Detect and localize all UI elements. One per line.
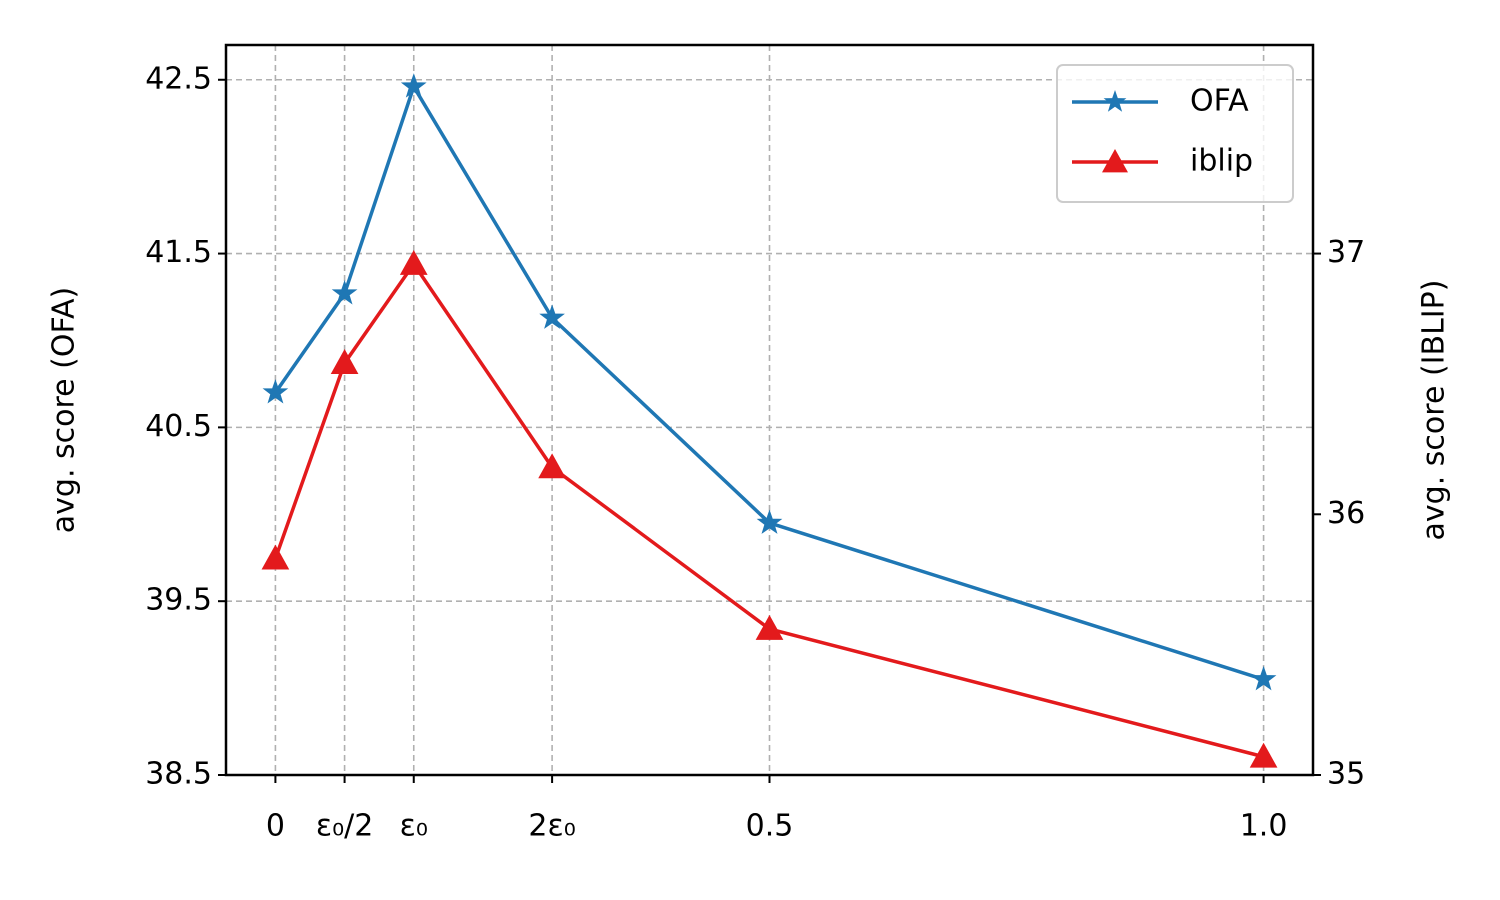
marker — [539, 304, 565, 329]
axes-frame — [224, 43, 1315, 777]
y2-tick-label: 37 — [1327, 235, 1365, 270]
y-tick-label: 41.5 — [145, 235, 212, 270]
x-tick-label: 2ε₀ — [528, 809, 575, 844]
legend-label: OFA — [1190, 84, 1249, 119]
y-axis-label: avg. score (OFA) — [47, 287, 82, 533]
y2-axis-label: avg. score (IBLIP) — [1417, 280, 1452, 541]
marker — [755, 614, 784, 640]
marker — [400, 73, 427, 98]
x-tick-label: 0 — [266, 809, 285, 844]
line — [273, 82, 1265, 682]
y-tick-label: 39.5 — [145, 583, 212, 618]
x-tick-label: ε₀ — [400, 809, 428, 844]
marker — [756, 509, 783, 534]
marker — [331, 279, 358, 305]
marker — [1250, 665, 1277, 691]
legend-label: iblip — [1190, 144, 1253, 179]
y-tick-label: 40.5 — [145, 409, 212, 444]
x-tick-label: 0.5 — [746, 809, 794, 844]
legend-marker — [1103, 90, 1127, 112]
marker — [399, 249, 428, 275]
y-tick-label: 38.5 — [145, 757, 212, 792]
x-tick-label: 1.0 — [1240, 809, 1288, 844]
y2-tick-label: 35 — [1327, 757, 1365, 792]
y2-tick-label: 36 — [1327, 496, 1365, 531]
y-tick-label: 42.5 — [145, 61, 212, 96]
x-tick-label: ε₀/2 — [316, 809, 373, 844]
marker — [1249, 742, 1278, 768]
legend-box — [1056, 64, 1294, 203]
marker — [538, 453, 566, 479]
marker — [261, 544, 290, 570]
marker — [330, 349, 359, 374]
legend-marker — [1102, 149, 1128, 173]
marker — [262, 379, 289, 404]
line — [273, 260, 1265, 759]
